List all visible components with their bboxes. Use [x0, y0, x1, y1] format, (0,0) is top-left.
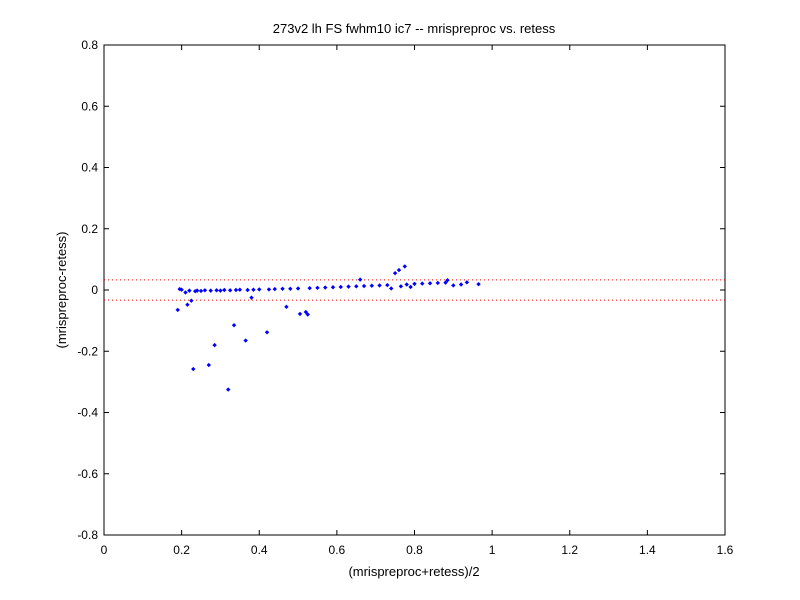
- y-tick-label: 0.4: [81, 161, 98, 175]
- data-point: [402, 264, 407, 269]
- data-point: [458, 282, 464, 287]
- x-tick-label: 0.2: [173, 543, 190, 557]
- data-point: [354, 284, 359, 289]
- y-tick-label: -0.6: [77, 467, 98, 481]
- data-point: [212, 342, 217, 348]
- data-point: [338, 284, 343, 290]
- x-tick-label: 1: [489, 543, 496, 557]
- y-tick-label: 0: [91, 283, 98, 297]
- data-point: [412, 281, 417, 287]
- data-point: [323, 285, 328, 290]
- y-axis-ticks: 0.8 0.6 0.4 0.2 0 -0.2 -0.4 -0.6 -0.8: [77, 38, 725, 542]
- data-point: [288, 286, 293, 291]
- data-point: [206, 362, 211, 368]
- data-point: [396, 267, 402, 273]
- y-tick-label: 0.6: [81, 99, 98, 113]
- data-point: [231, 323, 237, 328]
- data-point: [237, 287, 243, 292]
- data-point: [420, 281, 425, 286]
- x-axis-ticks: 0 0.2 0.4 0.6 0.8 1 1.2 1.4 1.6: [101, 45, 734, 557]
- data-point: [191, 366, 196, 372]
- data-point: [251, 287, 256, 292]
- data-point: [408, 284, 413, 290]
- data-point: [226, 387, 231, 392]
- data-point: [315, 285, 320, 291]
- data-point: [297, 311, 303, 317]
- data-point: [189, 298, 194, 303]
- data-point: [233, 287, 239, 293]
- data-point: [445, 278, 450, 283]
- data-point: [222, 287, 227, 293]
- data-point: [243, 338, 248, 343]
- data-points: [175, 264, 481, 392]
- data-point: [198, 288, 204, 294]
- plot-area: [103, 44, 726, 536]
- data-point: [218, 288, 223, 293]
- data-point: [183, 290, 188, 295]
- data-point: [257, 287, 262, 292]
- y-tick-label: -0.4: [77, 406, 98, 420]
- data-point: [185, 302, 190, 307]
- data-point: [377, 283, 382, 288]
- data-point: [357, 277, 363, 282]
- data-point: [187, 288, 192, 293]
- data-point: [245, 287, 250, 293]
- y-axis-label: (mrispreproc-retess): [54, 231, 69, 348]
- x-tick-label: 1.4: [639, 543, 656, 557]
- data-point: [389, 286, 394, 291]
- x-axis-label: (mrispreproc+retess)/2: [348, 564, 479, 579]
- data-point: [398, 284, 404, 289]
- x-tick-label: 0: [101, 543, 108, 557]
- data-point: [451, 283, 456, 288]
- data-point: [272, 286, 277, 292]
- x-tick-label: 1.2: [561, 543, 578, 557]
- y-tick-label: 0.8: [81, 38, 98, 52]
- chart-title: 273v2 lh FS fwhm10 ic7 -- mrispreproc vs…: [273, 21, 556, 36]
- data-point: [330, 285, 336, 290]
- data-point: [266, 287, 272, 292]
- data-point: [476, 281, 481, 287]
- data-point: [404, 282, 409, 287]
- data-point: [280, 286, 285, 291]
- data-point: [284, 304, 289, 310]
- data-point: [227, 288, 233, 293]
- x-tick-label: 0.6: [329, 543, 346, 557]
- data-point: [175, 307, 180, 313]
- y-tick-label: 0.2: [81, 222, 98, 236]
- data-point: [307, 285, 312, 291]
- y-tick-label: -0.2: [77, 344, 98, 358]
- data-point: [369, 283, 375, 288]
- data-point: [427, 281, 433, 286]
- x-tick-label: 1.6: [717, 543, 734, 557]
- x-tick-label: 0.8: [406, 543, 423, 557]
- data-point: [214, 288, 219, 293]
- data-point: [305, 312, 310, 317]
- data-point: [202, 288, 208, 293]
- data-point: [208, 288, 213, 293]
- data-point: [392, 270, 398, 276]
- data-point: [464, 280, 470, 285]
- data-point: [264, 330, 270, 335]
- data-point: [194, 288, 200, 293]
- data-point: [385, 282, 390, 288]
- data-point: [249, 295, 254, 300]
- data-point: [346, 284, 351, 289]
- data-point: [179, 287, 184, 292]
- y-tick-label: -0.8: [77, 528, 98, 542]
- data-point: [361, 283, 367, 289]
- x-tick-label: 0.4: [251, 543, 268, 557]
- data-point: [295, 286, 301, 291]
- data-point: [435, 280, 440, 286]
